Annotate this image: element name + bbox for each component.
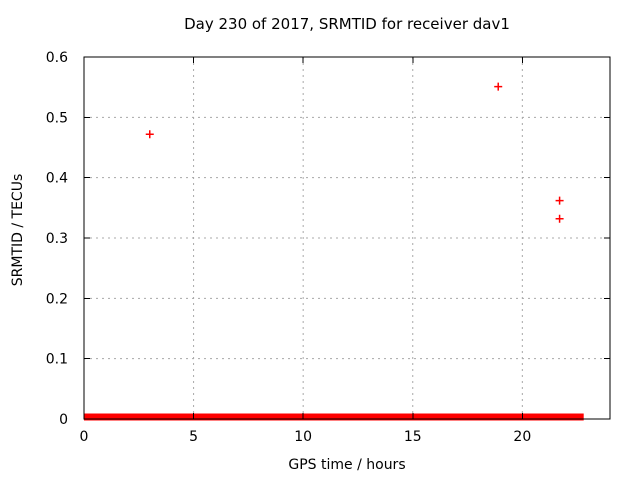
x-tick-label: 5: [189, 429, 198, 445]
chart-title: Day 230 of 2017, SRMTID for receiver dav…: [184, 15, 510, 33]
data-point-marker: [494, 82, 503, 91]
y-tick-label: 0.3: [46, 231, 68, 247]
zero-value-line: [84, 413, 584, 421]
x-tick-label: 20: [513, 429, 531, 445]
y-tick-label: 0.5: [46, 110, 68, 126]
y-tick-label: 0: [59, 412, 68, 428]
y-tick-label: 0.6: [46, 50, 68, 66]
y-axis-label: SRMTID / TECUs: [10, 174, 26, 287]
x-tick-label: 0: [80, 429, 89, 445]
x-tick-label: 15: [404, 429, 422, 445]
y-tick-label: 0.4: [46, 171, 68, 187]
x-axis-label: GPS time / hours: [288, 457, 405, 473]
data-point-marker: [555, 196, 564, 205]
plot-area: 0 5 10 15 20 0 0.1 0.2 0.3 0.4 0.5 0.6: [46, 50, 611, 445]
data-point-marker: [145, 130, 154, 139]
x-tick-label: 10: [294, 429, 312, 445]
y-tick-label: 0.1: [46, 352, 68, 368]
y-tick-label: 0.2: [46, 291, 68, 307]
data-point-marker: [555, 214, 564, 223]
